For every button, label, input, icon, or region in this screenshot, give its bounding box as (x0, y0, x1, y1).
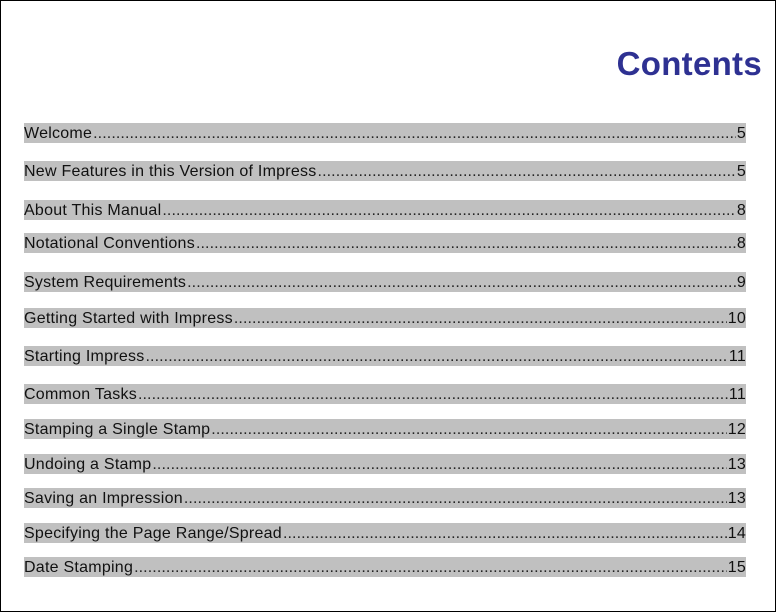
toc-entry-page-number: 15 (727, 559, 746, 576)
toc-entry-page-number: 12 (727, 421, 746, 438)
toc-entry: Specifying the Page Range/Spread........… (24, 523, 746, 543)
toc-entry-label: Stamping a Single Stamp (24, 421, 211, 438)
toc-entry-page-number: 14 (727, 525, 746, 542)
toc-entry-page-number: 9 (736, 274, 746, 291)
toc-entry-label: Date Stamping (24, 559, 134, 576)
toc-entry: About This Manual.......................… (24, 200, 746, 220)
toc-dot-leader: ........................................… (187, 274, 736, 291)
toc-entry: Date Stamping...........................… (24, 557, 746, 577)
toc-entry-label: Specifying the Page Range/Spread (24, 525, 282, 542)
toc-dot-leader: ........................................… (145, 348, 728, 365)
toc-entry-label: About This Manual (24, 202, 162, 219)
toc-dot-leader: ........................................… (183, 490, 727, 507)
toc-dot-leader: ........................................… (195, 235, 736, 252)
page-title: Contents (616, 45, 762, 82)
toc-dot-leader: ........................................… (317, 163, 736, 180)
toc-entry-page-number: 11 (728, 348, 746, 365)
toc-entry-label: Starting Impress (24, 348, 145, 365)
toc-entry-page-number: 11 (728, 386, 746, 403)
toc-entry-label: Saving an Impression (24, 490, 183, 507)
toc-entry-page-number: 13 (727, 490, 746, 507)
toc-entry-label: Getting Started with Impress (24, 310, 233, 327)
toc-entry-page-number: 10 (727, 310, 746, 327)
toc-entry-label: Notational Conventions (24, 235, 195, 252)
toc-entry-label: New Features in this Version of Impress (24, 163, 317, 180)
toc-entry: Getting Started with Impress............… (24, 308, 746, 328)
toc-dot-leader: ........................................… (162, 202, 736, 219)
toc-dot-leader: ........................................… (233, 310, 727, 327)
toc-entry: Stamping a Single Stamp.................… (24, 419, 746, 439)
toc-dot-leader: ........................................… (211, 421, 726, 438)
toc-entry: System Requirements.....................… (24, 272, 746, 292)
toc-dot-leader: ........................................… (152, 456, 726, 473)
toc-entry-page-number: 5 (736, 125, 746, 142)
toc-entry-page-number: 8 (736, 235, 746, 252)
toc-entry: New Features in this Version of Impress.… (24, 161, 746, 181)
toc-entry-label: System Requirements (24, 274, 187, 291)
toc-entry-page-number: 8 (736, 202, 746, 219)
toc-entry: Saving an Impression....................… (24, 488, 746, 508)
toc-entry: Notational Conventions..................… (24, 233, 746, 253)
toc-dot-leader: ........................................… (134, 559, 727, 576)
toc-dot-leader: ........................................… (93, 125, 736, 142)
toc-entry-label: Welcome (24, 125, 93, 142)
toc-entry: Undoing a Stamp.........................… (24, 454, 746, 474)
toc-dot-leader: ........................................… (282, 525, 727, 542)
toc-entry-label: Common Tasks (24, 386, 137, 403)
toc-entry-label: Undoing a Stamp (24, 456, 152, 473)
toc-entry-page-number: 5 (736, 163, 746, 180)
toc-entry: Starting Impress........................… (24, 346, 746, 366)
toc-entry: Welcome.................................… (24, 123, 746, 143)
toc-entry-page-number: 13 (727, 456, 746, 473)
toc-dot-leader: ........................................… (137, 386, 728, 403)
toc-entry: Common Tasks............................… (24, 384, 746, 404)
